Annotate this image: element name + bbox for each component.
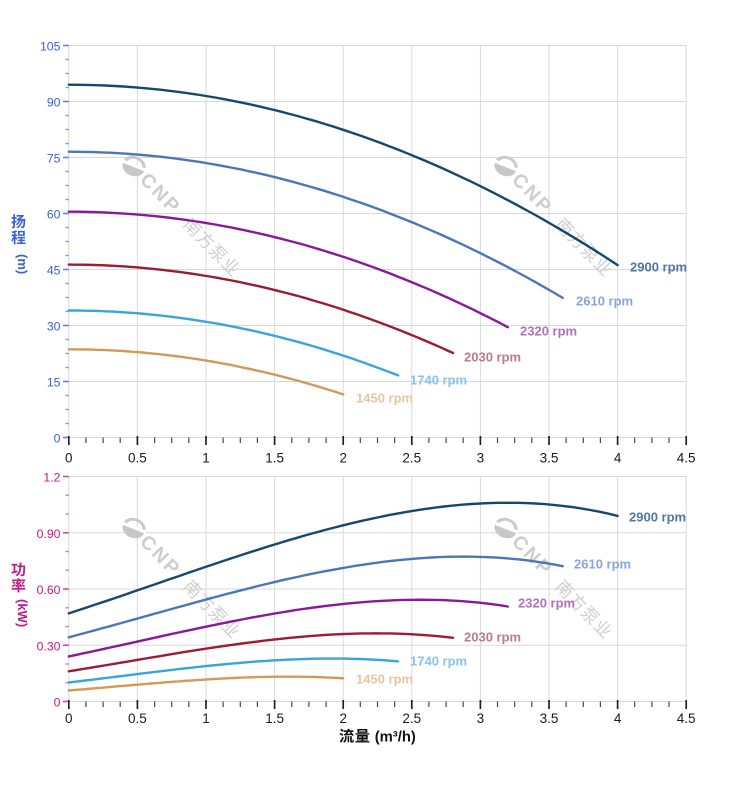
svg-text:0: 0 [54, 696, 61, 710]
svg-text:4.5: 4.5 [677, 711, 696, 726]
svg-text:0.5: 0.5 [128, 711, 147, 726]
svg-text:2320 rpm: 2320 rpm [518, 596, 575, 611]
svg-text:75: 75 [47, 152, 61, 166]
svg-text:15: 15 [47, 376, 61, 390]
svg-text:0.90: 0.90 [37, 527, 61, 541]
svg-text:0: 0 [65, 451, 73, 466]
svg-text:4.5: 4.5 [677, 451, 696, 466]
svg-text:0.5: 0.5 [128, 451, 147, 466]
svg-text:60: 60 [47, 208, 61, 222]
svg-text:3.5: 3.5 [540, 451, 559, 466]
svg-text:1.5: 1.5 [265, 451, 284, 466]
svg-text:1.2: 1.2 [43, 471, 60, 485]
svg-text:2.5: 2.5 [402, 711, 421, 726]
svg-text:0: 0 [65, 711, 73, 726]
svg-text:2030 rpm: 2030 rpm [464, 630, 521, 645]
svg-text:2320 rpm: 2320 rpm [520, 324, 577, 339]
svg-text:4: 4 [614, 451, 622, 466]
svg-text:3: 3 [477, 711, 485, 726]
svg-text:2610 rpm: 2610 rpm [574, 557, 631, 572]
svg-text:0: 0 [54, 432, 61, 446]
svg-text:1: 1 [202, 451, 210, 466]
svg-text:3.5: 3.5 [540, 711, 559, 726]
svg-text:30: 30 [47, 320, 61, 334]
svg-text:0.30: 0.30 [37, 640, 61, 654]
svg-text:1: 1 [202, 711, 210, 726]
svg-text:1.5: 1.5 [265, 711, 284, 726]
svg-text:105: 105 [40, 40, 61, 54]
svg-text:2.5: 2.5 [402, 451, 421, 466]
svg-text:2: 2 [339, 711, 347, 726]
svg-text:0.60: 0.60 [37, 583, 61, 597]
svg-text:(kW): (kW) [15, 599, 30, 627]
svg-text:(m³/h): (m³/h) [371, 730, 416, 746]
svg-text:2030 rpm: 2030 rpm [464, 350, 521, 365]
svg-text:1450 rpm: 1450 rpm [356, 672, 413, 687]
svg-text:2: 2 [339, 451, 347, 466]
svg-text:2900 rpm: 2900 rpm [630, 260, 687, 275]
svg-text:1450 rpm: 1450 rpm [356, 391, 413, 406]
svg-text:1740 rpm: 1740 rpm [410, 654, 467, 669]
svg-text:45: 45 [47, 264, 61, 278]
svg-text:(m): (m) [15, 254, 30, 274]
svg-text:90: 90 [47, 96, 61, 110]
svg-text:2610 rpm: 2610 rpm [576, 294, 633, 309]
svg-text:1740 rpm: 1740 rpm [410, 373, 467, 388]
svg-text:2900 rpm: 2900 rpm [629, 510, 686, 525]
svg-text:4: 4 [614, 711, 622, 726]
svg-text:3: 3 [477, 451, 485, 466]
